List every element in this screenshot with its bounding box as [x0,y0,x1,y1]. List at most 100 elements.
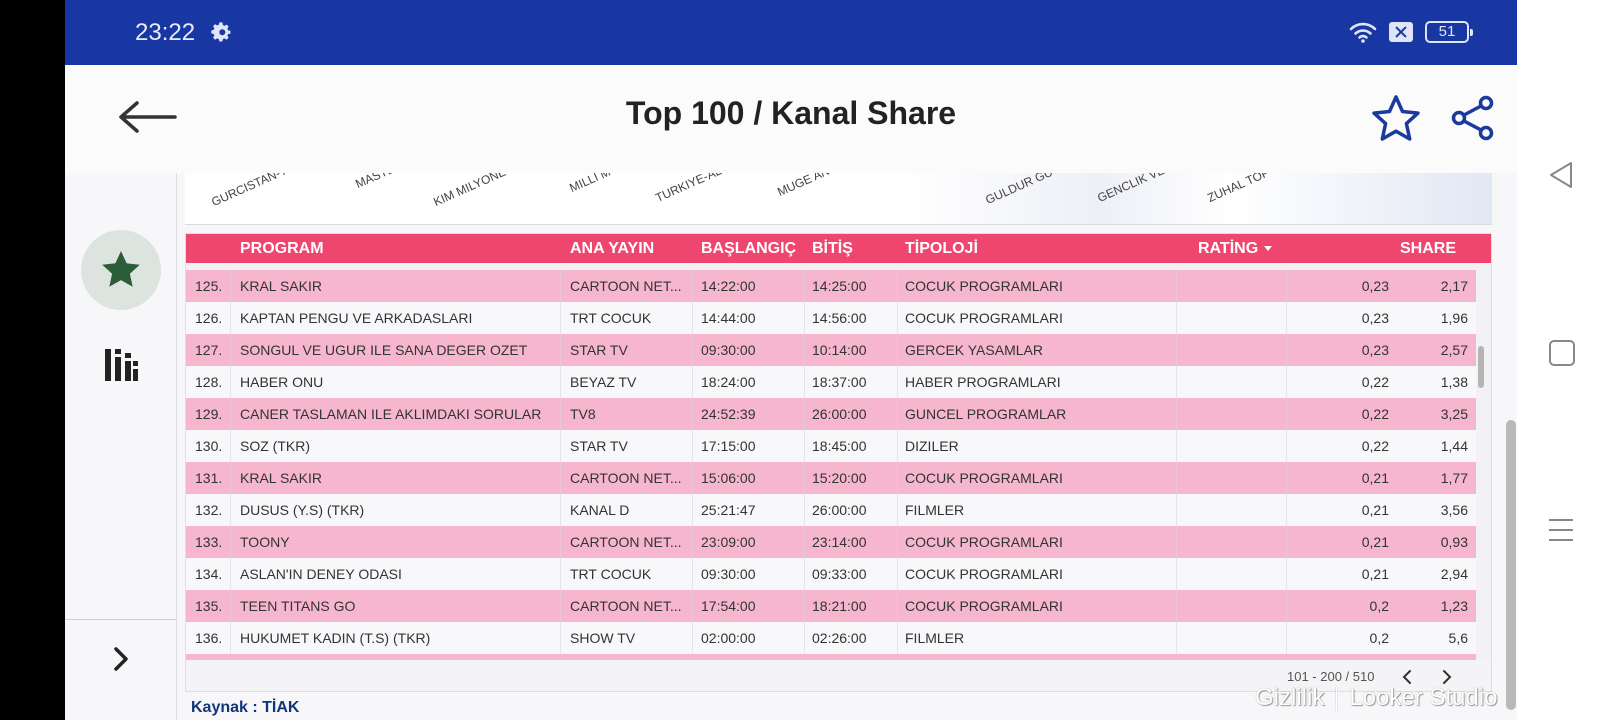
cell-separator [560,590,561,622]
table-scrollbar[interactable] [1478,346,1484,388]
cell-separator [692,366,693,398]
start-time: 23:09:00 [701,534,756,550]
row-number: 131. [195,470,223,486]
table-row[interactable]: 126. KAPTAN PENGU VE ARKADASLARI TRT COCUK… [186,302,1476,334]
chart-axis-strip: GURCISTAN-T MASTE KIM MILYONE MILLI M TU… [185,173,1492,225]
cell-separator [560,302,561,334]
table-row[interactable]: 135. TEEN TITANS GO CARTOON NET... 17:54:00… [186,590,1476,622]
table-row[interactable]: 136. HUKUMET KADIN (T.S) (TKR) SHOW TV 02:0… [186,622,1476,654]
row-number: 127. [195,342,223,358]
cell-separator [560,334,561,366]
cell-separator [560,398,561,430]
status-time: 23:22 [135,19,196,46]
channel-name: STAR TV [570,342,628,358]
cell-separator [692,462,693,494]
page-scrollbar[interactable] [1506,420,1516,710]
back-arrow-icon[interactable] [115,95,179,139]
chevron-left-icon[interactable] [1397,667,1417,687]
looker-studio-link[interactable]: Looker Studio [1349,684,1498,711]
cell-separator [560,270,561,302]
cell-separator [560,430,561,462]
channel-name: TRT COCUK [570,310,652,326]
cell-separator [230,270,231,302]
channel-name: TRT COCUK [570,566,652,582]
cell-separator [804,334,805,366]
cell-separator [897,494,898,526]
cell-separator [1286,622,1287,654]
cell-separator [230,302,231,334]
typology: COCUK PROGRAMLARI [905,310,1063,326]
cell-separator [1286,366,1287,398]
cell-separator [897,526,898,558]
favorites-button[interactable] [81,230,161,310]
table-row[interactable]: 131. KRAL SAKIR CARTOON NET... 15:06:00 15:2… [186,462,1476,494]
table-row[interactable]: 125. KRAL SAKIR CARTOON NET... 14:22:00 14:2… [186,270,1476,302]
chevron-right-icon[interactable] [105,643,137,675]
table-body: 125. KRAL SAKIR CARTOON NET... 14:22:00 14:2… [186,270,1491,654]
nav-menu-icon[interactable] [1547,516,1575,544]
chevron-right-icon[interactable] [1437,667,1457,687]
privacy-link[interactable]: Gizlilik [1255,684,1325,711]
cell-separator [1176,270,1177,302]
cell-separator [230,462,231,494]
cell-separator [804,590,805,622]
axis-label: GURCISTAN-T [209,173,290,209]
cell-separator [692,398,693,430]
cell-separator [560,366,561,398]
nav-home-icon[interactable] [1549,340,1575,366]
cell-separator [692,590,693,622]
program-name: ASLAN'IN DENEY ODASI [240,566,402,582]
report-bars-icon[interactable] [103,347,139,383]
share-value: 3,56 [1440,502,1468,518]
table-row[interactable]: 134. ASLAN'IN DENEY ODASI TRT COCUK 09:30:0… [186,558,1476,590]
channel-name: SHOW TV [570,630,636,646]
column-tipoloji[interactable]: TİPOLOJİ [905,240,978,257]
cell-separator [1176,494,1177,526]
cell-separator [692,526,693,558]
favorite-star-icon[interactable] [1370,93,1422,145]
start-time: 18:24:00 [701,374,756,390]
share-value: 2,94 [1440,566,1468,582]
sidebar [65,173,177,720]
column-baslangic[interactable]: BAŞLANGIÇ [701,240,797,257]
table-row[interactable]: 132. DUSUS (Y.S) (TKR) KANAL D 25:21:47 26:0… [186,494,1476,526]
share-value: 3,25 [1440,406,1468,422]
program-name: HUKUMET KADIN (T.S) (TKR) [240,630,431,646]
cell-separator [1286,430,1287,462]
table-row[interactable]: 127. SONGUL VE UGUR ILE SANA DEGER OZET ST… [186,334,1476,366]
channel-name: KANAL D [570,502,630,518]
rating-value: 0,22 [1361,438,1389,454]
start-time: 17:54:00 [701,598,756,614]
notification-x-icon [1389,22,1413,42]
channel-name: TV8 [570,406,596,422]
table-row[interactable]: 128. HABER ONU BEYAZ TV 18:24:00 18:37:00 HAB… [186,366,1476,398]
table-row[interactable]: 133. TOONY CARTOON NET... 23:09:00 23:14:00 C… [186,526,1476,558]
end-time: 14:25:00 [812,278,867,294]
axis-label: ZUHAL TOP [1205,173,1272,205]
cell-separator [692,302,693,334]
start-time: 24:52:39 [701,406,756,422]
column-program[interactable]: PROGRAM [240,240,324,257]
cell-separator [897,622,898,654]
table-row[interactable]: 130. SOZ (TKR) STAR TV 17:15:00 18:45:00 DIZI… [186,430,1476,462]
end-time: 09:33:00 [812,566,867,582]
program-name: TOONY [240,534,290,550]
share-icon[interactable] [1450,95,1496,141]
rating-value: 0,22 [1361,406,1389,422]
sort-desc-icon [1264,246,1273,252]
cell-separator [897,558,898,590]
column-share[interactable]: SHARE [1400,240,1457,257]
cell-separator [1176,398,1177,430]
table-row[interactable]: 129. CANER TASLAMAN ILE AKLIMDAKI SORULAR… [186,398,1476,430]
program-name: KAPTAN PENGU VE ARKADASLARI [240,310,473,326]
cell-separator [230,366,231,398]
end-time: 26:00:00 [812,406,867,422]
nav-back-icon[interactable] [1547,160,1575,190]
program-name: TEEN TITANS GO [240,598,356,614]
column-rating[interactable]: RATİNG [1198,240,1273,258]
column-ana-yayin[interactable]: ANA YAYIN [570,240,655,257]
column-bitis[interactable]: BİTİŞ [812,240,853,257]
typology: HABER PROGRAMLARI [905,374,1061,390]
cell-separator [230,622,231,654]
